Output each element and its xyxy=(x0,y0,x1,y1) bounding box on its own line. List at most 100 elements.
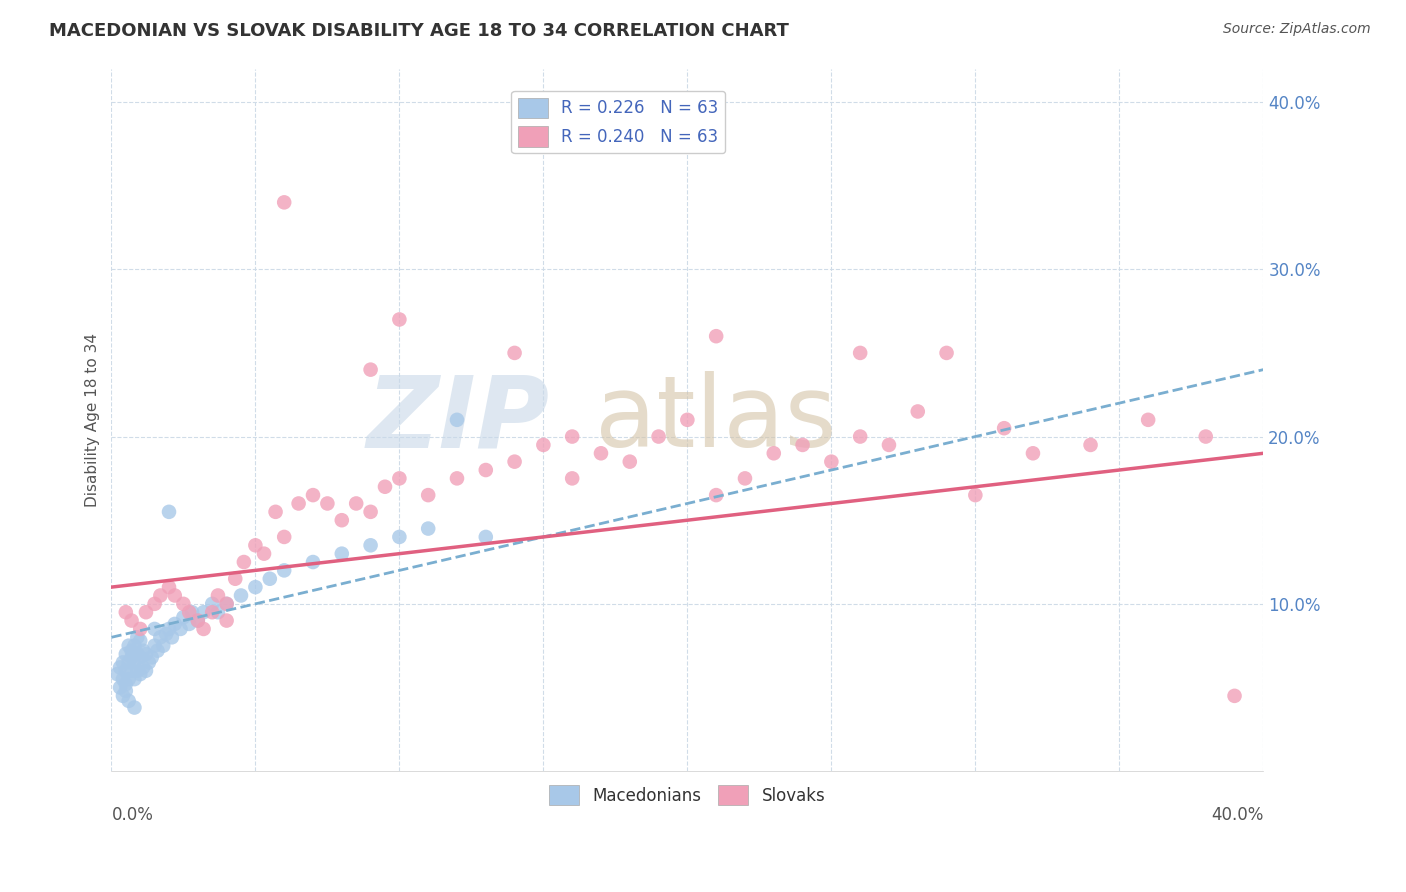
Point xyxy=(201,597,224,611)
Point xyxy=(446,471,468,485)
Point xyxy=(135,664,157,678)
Point xyxy=(121,650,143,665)
Point xyxy=(1080,438,1102,452)
Point xyxy=(264,505,287,519)
Point xyxy=(475,463,498,477)
Point xyxy=(561,429,583,443)
Point xyxy=(157,580,180,594)
Point xyxy=(1022,446,1045,460)
Point xyxy=(232,555,254,569)
Point xyxy=(215,597,238,611)
Point xyxy=(163,616,186,631)
Point xyxy=(344,496,367,510)
Point xyxy=(965,488,987,502)
Point xyxy=(503,455,526,469)
Point xyxy=(149,630,172,644)
Point xyxy=(114,647,136,661)
Text: MACEDONIAN VS SLOVAK DISABILITY AGE 18 TO 34 CORRELATION CHART: MACEDONIAN VS SLOVAK DISABILITY AGE 18 T… xyxy=(49,22,789,40)
Point xyxy=(704,488,727,502)
Text: 40.0%: 40.0% xyxy=(1211,806,1264,824)
Point xyxy=(135,647,157,661)
Point xyxy=(129,633,152,648)
Point xyxy=(360,362,382,376)
Point xyxy=(374,480,396,494)
Point xyxy=(245,538,267,552)
Point xyxy=(127,630,149,644)
Point xyxy=(388,312,411,326)
Point xyxy=(105,667,128,681)
Point xyxy=(187,614,209,628)
Point xyxy=(229,589,252,603)
Point xyxy=(993,421,1015,435)
Point xyxy=(273,530,295,544)
Point xyxy=(503,346,526,360)
Point xyxy=(245,580,267,594)
Point xyxy=(1195,429,1218,443)
Point xyxy=(388,471,411,485)
Point xyxy=(193,622,215,636)
Point xyxy=(124,672,146,686)
Point xyxy=(135,605,157,619)
Point xyxy=(792,438,814,452)
Point xyxy=(118,694,141,708)
Point xyxy=(302,555,325,569)
Text: Source: ZipAtlas.com: Source: ZipAtlas.com xyxy=(1223,22,1371,37)
Point xyxy=(163,589,186,603)
Point xyxy=(360,505,382,519)
Point xyxy=(193,605,215,619)
Point xyxy=(108,660,131,674)
Point xyxy=(179,616,201,631)
Point xyxy=(388,530,411,544)
Point xyxy=(127,664,149,678)
Point xyxy=(287,496,309,510)
Point xyxy=(111,672,134,686)
Point xyxy=(138,656,160,670)
Point xyxy=(111,689,134,703)
Point xyxy=(316,496,339,510)
Point xyxy=(1223,689,1246,703)
Point xyxy=(129,650,152,665)
Point xyxy=(155,627,177,641)
Point xyxy=(152,639,174,653)
Point xyxy=(141,650,163,665)
Point xyxy=(121,614,143,628)
Point xyxy=(259,572,281,586)
Point xyxy=(172,597,194,611)
Point xyxy=(647,429,669,443)
Point xyxy=(118,656,141,670)
Point xyxy=(179,605,201,619)
Point xyxy=(108,681,131,695)
Point xyxy=(157,505,180,519)
Point xyxy=(118,639,141,653)
Point xyxy=(475,530,498,544)
Point xyxy=(273,195,295,210)
Point xyxy=(215,614,238,628)
Point xyxy=(418,522,440,536)
Legend: Macedonians, Slovaks: Macedonians, Slovaks xyxy=(543,779,832,812)
Point xyxy=(1137,413,1160,427)
Point xyxy=(330,513,353,527)
Point xyxy=(201,605,224,619)
Point xyxy=(143,622,166,636)
Point xyxy=(676,413,699,427)
Point xyxy=(187,614,209,628)
Point xyxy=(207,605,229,619)
Point xyxy=(181,605,204,619)
Point xyxy=(330,547,353,561)
Point xyxy=(849,429,872,443)
Y-axis label: Disability Age 18 to 34: Disability Age 18 to 34 xyxy=(86,333,100,507)
Point xyxy=(114,664,136,678)
Text: ZIP: ZIP xyxy=(366,371,550,468)
Point xyxy=(129,622,152,636)
Point xyxy=(561,471,583,485)
Point xyxy=(935,346,957,360)
Point xyxy=(224,572,246,586)
Point xyxy=(160,630,183,644)
Point xyxy=(129,667,152,681)
Point xyxy=(877,438,900,452)
Point xyxy=(169,622,191,636)
Point xyxy=(849,346,872,360)
Point xyxy=(207,589,229,603)
Point xyxy=(446,413,468,427)
Point xyxy=(589,446,612,460)
